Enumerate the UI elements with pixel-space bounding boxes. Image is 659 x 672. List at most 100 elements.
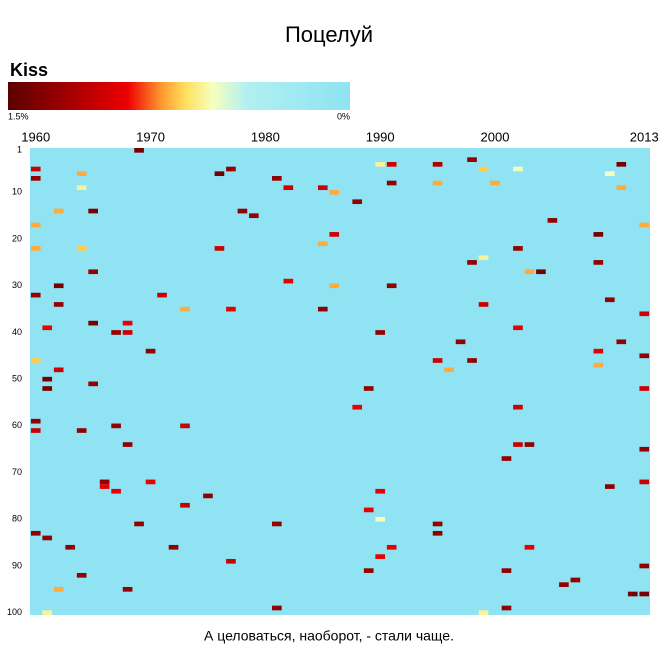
heatmap-cell [478,610,489,615]
heatmap-cell [386,544,397,550]
heatmap-cell [283,185,294,191]
heatmap-cell [478,255,489,261]
heatmap-cell [593,260,604,265]
x-tick-label: 2013 [630,129,659,144]
colorbar-tick-label: 0% [337,111,350,121]
heatmap-cell [524,442,535,447]
heatmap-cell [30,222,41,228]
heatmap-cell [203,493,213,499]
heatmap-cell [180,423,190,429]
heatmap-cell [386,180,397,186]
heatmap-cell [513,325,523,331]
heatmap-cell [76,428,87,433]
heatmap-cell [593,362,604,368]
heatmap-cell [272,521,282,527]
heatmap-cell [145,479,156,485]
heatmap-cell [375,330,386,335]
heatmap-cell [180,502,190,508]
heatmap-cell [76,572,87,578]
heatmap-cell [593,232,604,237]
heatmap-cell [513,166,523,172]
heatmap-cell [639,563,650,569]
y-tick-label: 90 [12,560,22,570]
heatmap-cell [317,185,328,191]
y-tick-label: 1 [17,145,22,155]
heatmap-cell [65,544,76,550]
heatmap-cell [122,320,133,326]
caption: А целоваться, наоборот, - стали чаще. [204,628,454,644]
heatmap-cell [317,241,328,247]
heatmap-cell [53,586,64,592]
y-tick-label: 60 [12,420,22,430]
heatmap-cell [272,176,282,181]
heatmap-cell [639,353,650,359]
heatmap-cell [375,554,386,559]
heatmap-cell [639,311,650,317]
colorbar-title: Kiss [10,60,48,80]
colorbar [8,82,350,110]
heatmap-cell [513,442,523,447]
heatmap-cell [214,171,225,177]
x-tick-label: 1970 [136,129,165,144]
heatmap-cell [111,423,121,429]
heatmap-cell [122,586,133,592]
heatmap-cell [455,339,466,345]
heatmap-cell [30,292,41,298]
heatmap-cell [352,404,363,410]
heatmap-cell [639,222,650,228]
heatmap-cell [352,199,363,205]
heatmap-cell [30,166,41,172]
heatmap-cell [524,544,535,550]
heatmap-cell [639,446,650,452]
heatmap-cell [604,484,615,489]
heatmap-cell [604,297,615,303]
heatmap-cell [536,269,546,275]
heatmap-cell [122,442,133,447]
heatmap-cell [168,544,179,550]
heatmap-cell [272,605,282,611]
heatmap-cell [76,185,87,191]
heatmap-cell [559,582,569,587]
heatmap-cell [386,283,397,289]
heatmap-cell [639,479,650,485]
heatmap-cell [53,283,64,289]
heatmap-cell [513,246,523,251]
heatmap-cell [467,358,477,363]
heatmap-cell [432,521,443,527]
heatmap-cell [490,180,500,186]
heatmap-cell [363,386,374,391]
heatmap-cell [249,213,259,219]
heatmap-cell [616,162,627,167]
heatmap-cell [53,367,64,373]
heatmap-cell [432,530,443,536]
heatmap-cell [42,325,53,331]
heatmap-cell [88,208,98,214]
heatmap-cell [478,166,489,172]
heatmap-cell [501,605,512,611]
heatmap-cell [317,306,328,312]
heatmap-cell [99,484,110,489]
heatmap-cell [30,418,41,424]
heatmap-cell [134,521,144,527]
heatmap-cell [157,292,167,298]
y-tick-label: 20 [12,233,22,243]
heatmap-cell [375,162,386,167]
heatmap-cell [524,269,535,275]
heatmap-cell [283,278,294,284]
heatmap-cell [363,507,374,513]
x-tick-label: 1990 [366,129,395,144]
y-tick-label: 50 [12,374,22,384]
heatmap-cell [432,162,443,167]
heatmap-cell [639,591,650,597]
heatmap-cell [42,610,53,615]
heatmap-cell [30,428,41,433]
heatmap-cell [616,185,627,191]
heatmap-cell [88,381,98,387]
heatmap-cell [501,568,512,573]
heatmap-cell [30,246,41,251]
x-tick-label: 1960 [21,129,50,144]
heatmap-cell [444,367,454,373]
y-tick-label: 80 [12,514,22,524]
heatmap-cell [111,330,121,335]
